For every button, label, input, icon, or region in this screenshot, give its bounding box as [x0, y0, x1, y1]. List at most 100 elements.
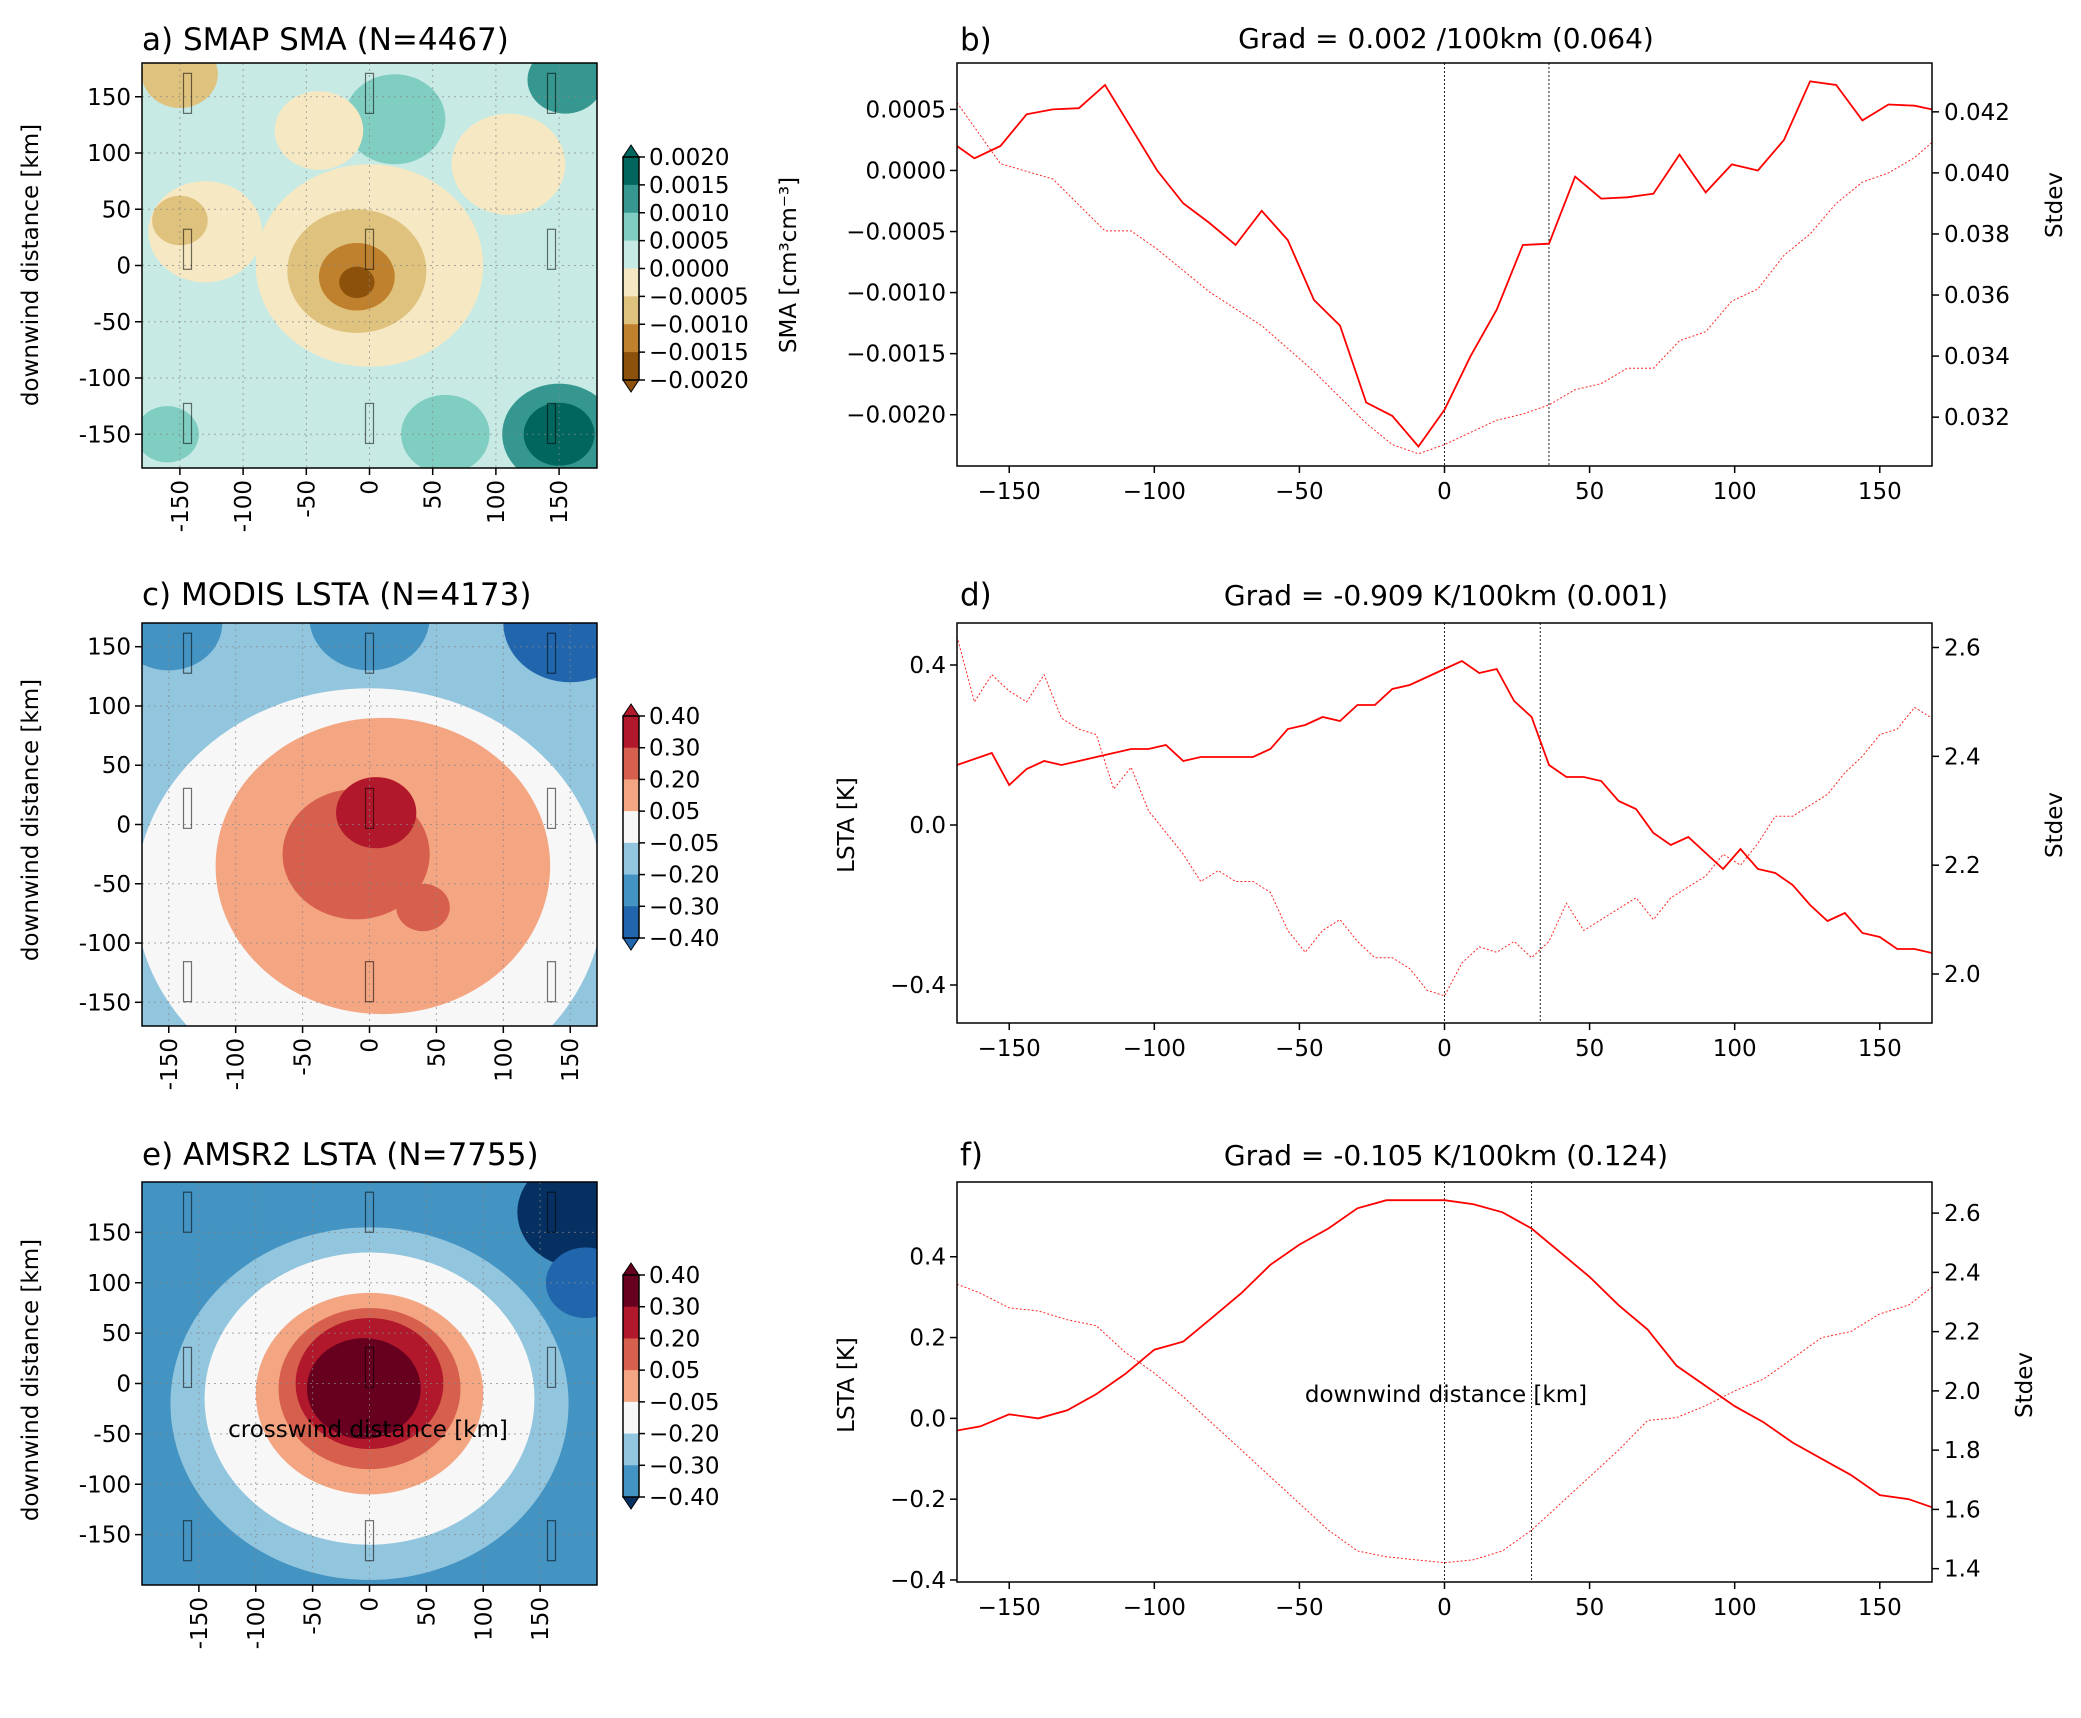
contour-region [306, 1338, 421, 1439]
colorbar-segment [623, 157, 639, 186]
panel-e-colorbar: 0.40 0.30 0.20 0.05 −0.05 −0.20 −0.30 −0.40 [622, 1262, 719, 1511]
x-tick-label: 100 [471, 1597, 497, 1641]
contour-region [503, 623, 597, 683]
x-tick-label: -50 [294, 480, 320, 518]
colorbar-frame [622, 1274, 640, 1498]
colorbar-tick-label: 0.05 [649, 1358, 700, 1384]
x-tick-label: −150 [978, 1595, 1041, 1621]
colorbar-segment [623, 352, 639, 381]
y-tick-label: 0.2 [909, 1326, 946, 1352]
y-tick-label: −0.4 [890, 973, 946, 999]
colorbar-tick-label: 0.20 [649, 767, 700, 793]
panel-f-label: f) [960, 1137, 983, 1173]
colorbar-tick-label: −0.05 [649, 1390, 719, 1416]
x-tick-label: -150 [187, 1597, 213, 1649]
panel-b-label: b) [960, 22, 992, 58]
colorbar-segment [623, 906, 639, 939]
colorbar-segment [623, 716, 639, 749]
sample-box-marker [182, 961, 193, 1003]
panel-a-ylabel: downwind distance [km] [18, 124, 44, 406]
x-tick-label: -150 [157, 1038, 183, 1090]
sample-box-marker [364, 787, 375, 829]
sample-box-marker [546, 632, 557, 674]
y-tick-label: 50 [102, 197, 131, 223]
panel-a: a) SMAP SMA (N=4467) -150 -100 -50 0 50 100 15… [18, 22, 802, 532]
y-tick-label: 100 [87, 694, 131, 720]
y2-tick-label: 2.6 [1944, 1201, 1981, 1227]
sample-box-marker [182, 787, 193, 829]
colorbar-tick-label: 0.0020 [649, 145, 729, 171]
sample-box-marker [364, 1520, 375, 1562]
x-tick-label: 50 [1575, 1595, 1604, 1621]
panel-b-title: Grad = 0.002 /100km (0.064) [1238, 22, 1654, 55]
y-tick-label: -150 [79, 1523, 131, 1549]
sample-box-marker [364, 961, 375, 1003]
y-tick-label: 0.4 [909, 653, 946, 679]
colorbar-tick-label: −0.0015 [649, 340, 749, 366]
y2-tick-label: 2.6 [1944, 635, 1981, 661]
x-tick-label: -100 [231, 480, 257, 532]
y2-tick-label: 2.0 [1944, 1379, 1981, 1405]
stdev-series-line [957, 636, 1932, 997]
contour-region [309, 623, 430, 671]
panel-f: f) Grad = -0.105 K/100km (0.124) −150 −10… [834, 1137, 2038, 1621]
y-tick-label: −0.0020 [846, 403, 946, 429]
x-tick-label: 50 [414, 1597, 440, 1626]
panel-c-title: c) MODIS LSTA (N=4173) [142, 577, 531, 613]
y-tick-label: 0.0005 [866, 97, 946, 123]
y-tick-label: -50 [93, 310, 131, 336]
sample-box-marker [364, 1191, 375, 1233]
y2-tick-label: 1.8 [1944, 1438, 1981, 1464]
x-tick-label: -150 [168, 480, 194, 532]
colorbar-segment [623, 240, 639, 269]
y2-tick-label: 1.4 [1944, 1557, 1981, 1583]
panel-b-linechart: −150 −100 −50 0 50 100 150 0.0005 0.0000 −0.0005 −… [846, 62, 2010, 505]
sample-box-marker [364, 632, 375, 674]
colorbar-tick-label: −0.0010 [649, 312, 749, 338]
colorbar-tick-label: 0.05 [649, 799, 700, 825]
x-tick-label: -100 [244, 1597, 270, 1649]
y2-tick-label: 2.4 [1944, 1260, 1981, 1286]
x-tick-label: 150 [558, 1038, 584, 1082]
x-tick-label: −100 [1123, 479, 1186, 505]
panel-a-colorbar-label: SMA [cm³cm⁻³] [776, 177, 802, 353]
sample-box-marker [182, 228, 193, 270]
x-tick-label: −50 [1275, 479, 1324, 505]
contour-region [142, 623, 223, 671]
x-tick-label: −150 [978, 1036, 1041, 1062]
colorbar-segment [623, 1465, 639, 1498]
y-tick-label: 0.4 [909, 1245, 946, 1271]
panel-c: c) MODIS LSTA (N=4173) -150 -100 -50 0 50 100… [18, 577, 719, 1090]
stdev-series-line [957, 1283, 1932, 1564]
colorbar-tick-label: 0.0005 [649, 229, 729, 255]
colorbar-tick-label: −0.05 [649, 831, 719, 857]
y-tick-label: 150 [87, 1220, 131, 1246]
colorbar-tick-label: 0.0015 [649, 173, 729, 199]
y2-tick-label: 2.2 [1944, 853, 1981, 879]
panel-e-heatmap: -150 -100 -50 0 50 100 150 -150 -100 -50 0 50 100 150 [79, 1181, 598, 1649]
sample-box-marker [546, 72, 557, 114]
colorbar-segment [623, 811, 639, 844]
sample-box-marker [182, 402, 193, 445]
colorbar-segment [623, 268, 639, 297]
panel-c-heatmap: -150 -100 -50 0 50 100 150 -150 -100 -50 0 50 100 150 [79, 622, 598, 1090]
x-tick-label: 50 [1575, 479, 1604, 505]
x-tick-label: -50 [291, 1038, 317, 1076]
x-tick-label: -100 [224, 1038, 250, 1090]
y2-tick-label: 0.042 [1944, 100, 2010, 126]
y-tick-label: -50 [93, 872, 131, 898]
y2-tick-label: 1.6 [1944, 1497, 1981, 1523]
y-tick-label: −0.4 [890, 1568, 946, 1594]
colorbar-tick-label: −0.30 [649, 1453, 719, 1479]
mean-series-line [957, 1199, 1932, 1509]
colorbar-tick-label: −0.30 [649, 894, 719, 920]
panel-f-xlabel: downwind distance [km] [1305, 1382, 1587, 1408]
mean-series-line [957, 659, 1932, 954]
x-tick-label: −150 [978, 479, 1041, 505]
sample-box-marker [546, 961, 557, 1003]
x-tick-label: 0 [358, 1038, 384, 1053]
panel-e-title: e) AMSR2 LSTA (N=7755) [142, 1137, 539, 1173]
panel-e-ylabel: downwind distance [km] [18, 1239, 44, 1521]
colorbar-segment [623, 184, 639, 214]
